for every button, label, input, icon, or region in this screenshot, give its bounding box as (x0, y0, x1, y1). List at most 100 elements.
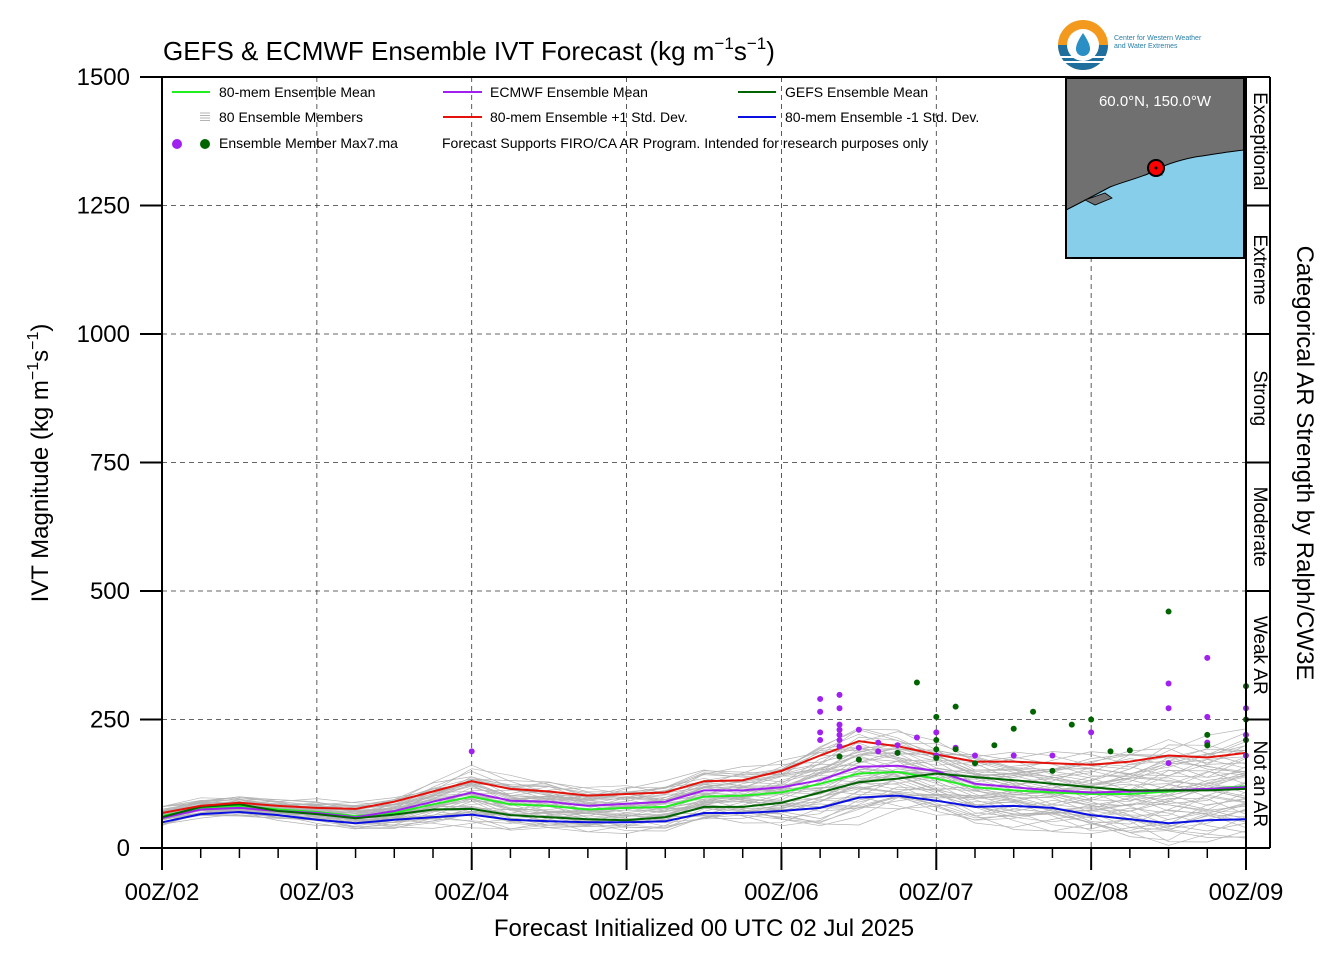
y-tick-label: 0 (117, 835, 130, 862)
member-max-point (1165, 608, 1172, 615)
x-tick-label: 00Z/03 (279, 879, 354, 906)
member-max-point (1030, 708, 1037, 715)
member-max-point (817, 695, 824, 702)
member-max-point (875, 739, 882, 746)
member-max-point (933, 755, 940, 762)
chart-title: GEFS & ECMWF Ensemble IVT Forecast (kg m… (163, 34, 775, 66)
member-max-point (836, 721, 843, 728)
member-max-point (991, 742, 998, 749)
member-max-point (1068, 721, 1075, 728)
legend-label-plus1: 80-mem Ensemble +1 Std. Dev. (490, 109, 688, 125)
member-max-point (913, 679, 920, 686)
x-tick-label: 00Z/09 (1209, 879, 1284, 906)
y-tick-label: 1500 (77, 64, 130, 91)
y-tick-label: 500 (90, 578, 130, 605)
legend-label-members: 80 Ensemble Members (219, 109, 363, 125)
member-max-point (1107, 748, 1114, 755)
member-max-point (836, 737, 843, 744)
member-max-point (1204, 742, 1211, 749)
member-max-point (1204, 731, 1211, 738)
logo-line-2: and Water Extremes (1114, 43, 1178, 50)
x-axis-label: Forecast Initialized 00 UTC 02 Jul 2025 (494, 915, 914, 942)
member-max-point (1010, 752, 1017, 759)
member-max-point (875, 748, 882, 755)
category-label: Exceptional (1249, 92, 1270, 190)
x-tick-label: 00Z/06 (744, 879, 819, 906)
member-max-point (933, 746, 940, 753)
legend-label-mean80: 80-mem Ensemble Mean (219, 84, 375, 100)
member-max-point (952, 746, 959, 753)
ensemble-member-line (161, 731, 1247, 810)
ensemble-member-line (161, 750, 1247, 813)
legend-label-ecmwf: ECMWF Ensemble Mean (490, 84, 648, 100)
series-lines (161, 740, 1247, 825)
legend: 80-mem Ensemble Mean ECMWF Ensemble Mean… (172, 84, 979, 151)
member-max-point (894, 749, 901, 756)
inset-location-label: 60.0°N, 150.0°W (1099, 93, 1212, 110)
member-max-point (817, 729, 824, 736)
member-max-point (1088, 716, 1095, 723)
member-max-point (836, 743, 843, 750)
y-tick-label: 1250 (77, 193, 130, 220)
legend-label-minus1: 80-mem Ensemble -1 Std. Dev. (785, 109, 979, 125)
x-tick-label: 00Z/08 (1054, 879, 1129, 906)
logo-line-1: Center for Western Weather (1114, 35, 1202, 42)
member-max-point (972, 752, 978, 759)
member-max-point (913, 734, 920, 741)
member-max-point (1165, 680, 1172, 687)
x-tick-label: 00Z/07 (899, 879, 974, 906)
right-axis-label: Categorical AR Strength by Ralph/CW3E (1291, 246, 1318, 681)
member-max-point (468, 748, 475, 755)
ensemble-member-line (161, 776, 1247, 824)
ensemble-member-line (161, 800, 1247, 839)
member-max-point (855, 744, 862, 751)
series-line (161, 772, 1247, 822)
member-max-point (836, 691, 843, 698)
member-max-point (836, 731, 843, 738)
member-max-point (952, 703, 959, 710)
member-max-point (894, 742, 901, 749)
category-label: Extreme (1249, 234, 1270, 305)
member-max-point (817, 708, 824, 715)
x-tick-label: 00Z/02 (125, 879, 200, 906)
inset-island (1083, 192, 1113, 206)
member-max-point (855, 726, 862, 733)
location-inset-map: 60.0°N, 150.0°W (1065, 77, 1245, 259)
ensemble-member-line (161, 739, 1247, 815)
legend-label-gefs: GEFS Ensemble Mean (785, 84, 928, 100)
member-max-point (1204, 654, 1211, 661)
member-max-point (933, 729, 940, 736)
inset-frame (1065, 77, 1245, 259)
series-line (161, 764, 1247, 820)
x-tick-label: 00Z/04 (434, 879, 509, 906)
ar-category-axis: Not an AR Weak AR Moderate Strong Extreme Exc… (1246, 76, 1271, 849)
member-max-point (972, 760, 978, 767)
member-max-point (1204, 713, 1211, 720)
member-max-point (855, 756, 862, 763)
member-max-point (817, 737, 824, 744)
y-tick-label: 750 (90, 450, 130, 477)
category-label: Weak AR (1249, 616, 1270, 695)
legend-dot-ecmwf (172, 139, 182, 149)
legend-dot-gefs (200, 139, 210, 149)
member-max-point (933, 737, 940, 744)
member-max-point (1165, 760, 1172, 767)
legend-label-max: Ensemble Member Max7.ma (219, 135, 398, 151)
member-max-point (836, 753, 843, 760)
member-max-point (836, 726, 843, 733)
x-tick-label: 00Z/05 (589, 879, 664, 906)
member-max-point (1049, 752, 1056, 759)
member-max-point (1010, 725, 1017, 732)
member-max-point (1165, 705, 1172, 712)
member-max-point (1049, 767, 1056, 774)
series-line (161, 794, 1247, 825)
member-max-point (836, 705, 843, 712)
y-axis: 0 250 500 750 1000 1250 1500 (77, 64, 162, 862)
category-label: Not an AR (1249, 740, 1270, 827)
y-axis-label: IVT Magnitude (kg m−1s−1) (25, 324, 54, 603)
member-max-point (1126, 747, 1133, 754)
x-axis: 00Z/02 00Z/03 00Z/04 00Z/05 00Z/06 00Z/07 00Z/… (125, 848, 1284, 906)
ensemble-member-line (161, 728, 1247, 813)
cw3e-logo (1058, 20, 1108, 70)
